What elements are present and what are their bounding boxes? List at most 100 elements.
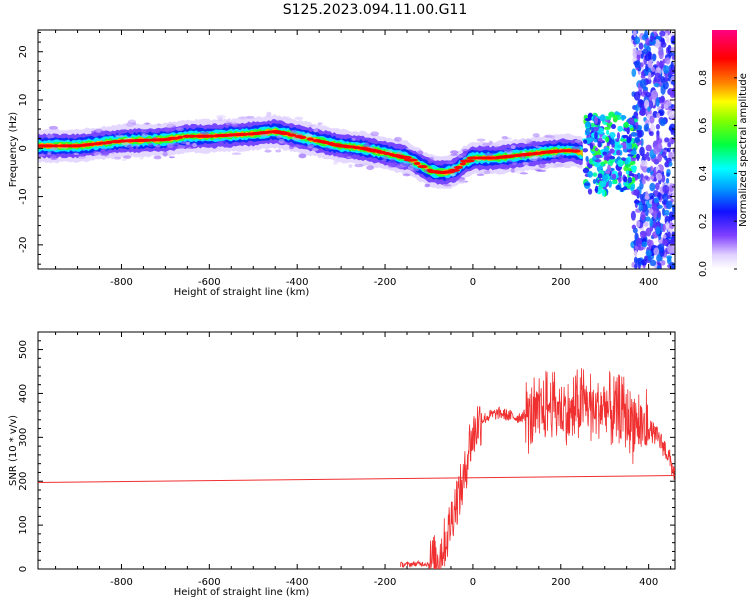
heatmap-noise-cell bbox=[653, 247, 660, 256]
heatmap-peak-cell bbox=[417, 164, 428, 169]
heatmap-noise-cell bbox=[670, 47, 675, 53]
heatmap-noise-cell bbox=[635, 137, 641, 143]
heatmap-noise-cell bbox=[654, 182, 660, 191]
heatmap-haze-cell bbox=[135, 144, 140, 148]
heatmap-haze-cell bbox=[163, 127, 174, 133]
heatmap-noise-cell bbox=[655, 123, 661, 130]
heatmap-haze-cell bbox=[113, 156, 122, 160]
heatmap-noise-cell bbox=[649, 259, 657, 267]
heatmap-cluster-cell bbox=[597, 141, 602, 148]
heatmap-cluster-cell bbox=[607, 119, 611, 124]
spectrogram-heatmap bbox=[38, 30, 675, 269]
snr-series-line bbox=[400, 368, 675, 569]
heatmap-haze-cell bbox=[450, 172, 456, 177]
heatmap-noise-cell bbox=[649, 175, 655, 180]
heatmap-haze-cell bbox=[245, 115, 255, 119]
heatmap-haze-cell bbox=[264, 149, 272, 153]
heatmap-noise-cell bbox=[633, 249, 638, 257]
heatmap-peak-cell bbox=[413, 161, 421, 166]
heatmap-noise-cell bbox=[655, 97, 660, 107]
heatmap-cluster-cell bbox=[606, 129, 610, 136]
heatmap-peak-cell bbox=[298, 135, 307, 139]
heatmap-haze-cell bbox=[387, 162, 395, 168]
heatmap-noise-cell bbox=[633, 189, 641, 196]
heatmap-cluster-cell bbox=[627, 176, 633, 184]
heatmap-noise-cell bbox=[651, 66, 656, 73]
heatmap-haze-cell bbox=[476, 173, 485, 177]
heatmap-noise-cell bbox=[667, 243, 675, 254]
heatmap-haze-cell bbox=[382, 156, 389, 160]
heatmap-noise-cell bbox=[666, 172, 670, 177]
heatmap-haze-cell bbox=[266, 111, 272, 117]
top-y-tick-label: -20 bbox=[18, 237, 29, 253]
heatmap-noise-cell bbox=[647, 71, 652, 81]
heatmap-cluster-cell bbox=[631, 137, 635, 143]
heatmap-noise-cell bbox=[671, 237, 675, 244]
heatmap-peak-cell bbox=[459, 162, 467, 166]
heatmap-cluster-cell bbox=[585, 137, 592, 145]
heatmap-noise-cell bbox=[662, 80, 669, 90]
heatmap-haze-cell bbox=[535, 145, 542, 149]
heatmap-noise-cell bbox=[647, 59, 653, 68]
heatmap-noise-cell bbox=[662, 238, 668, 246]
heatmap-noise-cell bbox=[640, 159, 648, 167]
heatmap-noise-cell bbox=[636, 128, 643, 139]
heatmap-haze-cell bbox=[389, 158, 396, 164]
heatmap-peak-cell bbox=[278, 131, 291, 136]
heatmap-cluster-cell bbox=[603, 147, 610, 152]
heatmap-cluster-cell bbox=[587, 188, 593, 195]
heatmap-noise-cell bbox=[661, 104, 665, 110]
heatmap-cluster-cell bbox=[611, 173, 617, 179]
heatmap-haze-cell bbox=[475, 148, 484, 151]
heatmap-noise-cell bbox=[630, 210, 636, 221]
heatmap-cluster-cell bbox=[621, 134, 629, 139]
heatmap-noise-cell bbox=[667, 231, 671, 239]
heatmap-noise-cell bbox=[640, 210, 646, 221]
heatmap-haze-cell bbox=[351, 138, 356, 141]
top-y-tick-label: 10 bbox=[18, 94, 29, 107]
heatmap-haze-cell bbox=[177, 144, 186, 149]
heatmap-noise-cell bbox=[655, 137, 663, 145]
heatmap-noise-cell bbox=[634, 263, 638, 269]
heatmap-haze-cell bbox=[229, 121, 238, 125]
heatmap-noise-cell bbox=[645, 216, 651, 222]
bottom-x-tick-label: -400 bbox=[286, 577, 309, 588]
heatmap-noise-cell bbox=[649, 218, 654, 228]
heatmap-noise-cell bbox=[639, 146, 645, 157]
heatmap-haze-cell bbox=[294, 116, 304, 121]
heatmap-haze-cell bbox=[555, 154, 565, 159]
heatmap-haze-cell bbox=[512, 161, 518, 166]
heatmap-haze-cell bbox=[216, 114, 226, 119]
heatmap-haze-cell bbox=[147, 142, 154, 147]
bottom-y-tick-label: 200 bbox=[18, 472, 29, 491]
heatmap-haze-cell bbox=[536, 169, 547, 173]
heatmap-noise-cell bbox=[631, 68, 637, 77]
heatmap-peak-cell bbox=[42, 144, 57, 148]
heatmap-cluster-cell bbox=[631, 176, 636, 182]
heatmap-haze-cell bbox=[519, 172, 529, 175]
heatmap-noise-cell bbox=[635, 237, 643, 248]
heatmap-noise-cell bbox=[665, 221, 670, 230]
heatmap-haze-cell bbox=[154, 144, 161, 148]
heatmap-noise-cell bbox=[656, 254, 662, 262]
bottom-x-axis-label: Height of straight line (km) bbox=[174, 587, 310, 598]
heatmap-haze-cell bbox=[175, 127, 185, 132]
heatmap-haze-cell bbox=[50, 154, 57, 160]
heatmap-cluster-cell bbox=[599, 114, 606, 122]
heatmap-noise-cell bbox=[660, 41, 667, 48]
heatmap-noise-cell bbox=[652, 53, 657, 62]
heatmap-noise-cell bbox=[666, 36, 670, 43]
heatmap-cluster-cell bbox=[611, 123, 616, 130]
heatmap-haze-cell bbox=[333, 160, 338, 165]
heatmap-haze-cell bbox=[366, 165, 375, 171]
heatmap-noise-cell bbox=[659, 30, 666, 37]
heatmap-noise-cell bbox=[651, 89, 658, 100]
heatmap-haze-cell bbox=[168, 156, 175, 159]
heatmap-haze-cell bbox=[238, 116, 247, 120]
heatmap-noise-cell bbox=[659, 118, 667, 127]
heatmap-peak-cell bbox=[52, 144, 60, 148]
heatmap-noise-cell bbox=[662, 192, 669, 202]
bottom-x-tick-label: -600 bbox=[198, 577, 221, 588]
heatmap-noise-cell bbox=[645, 144, 652, 152]
heatmap-noise-cell bbox=[631, 224, 637, 230]
